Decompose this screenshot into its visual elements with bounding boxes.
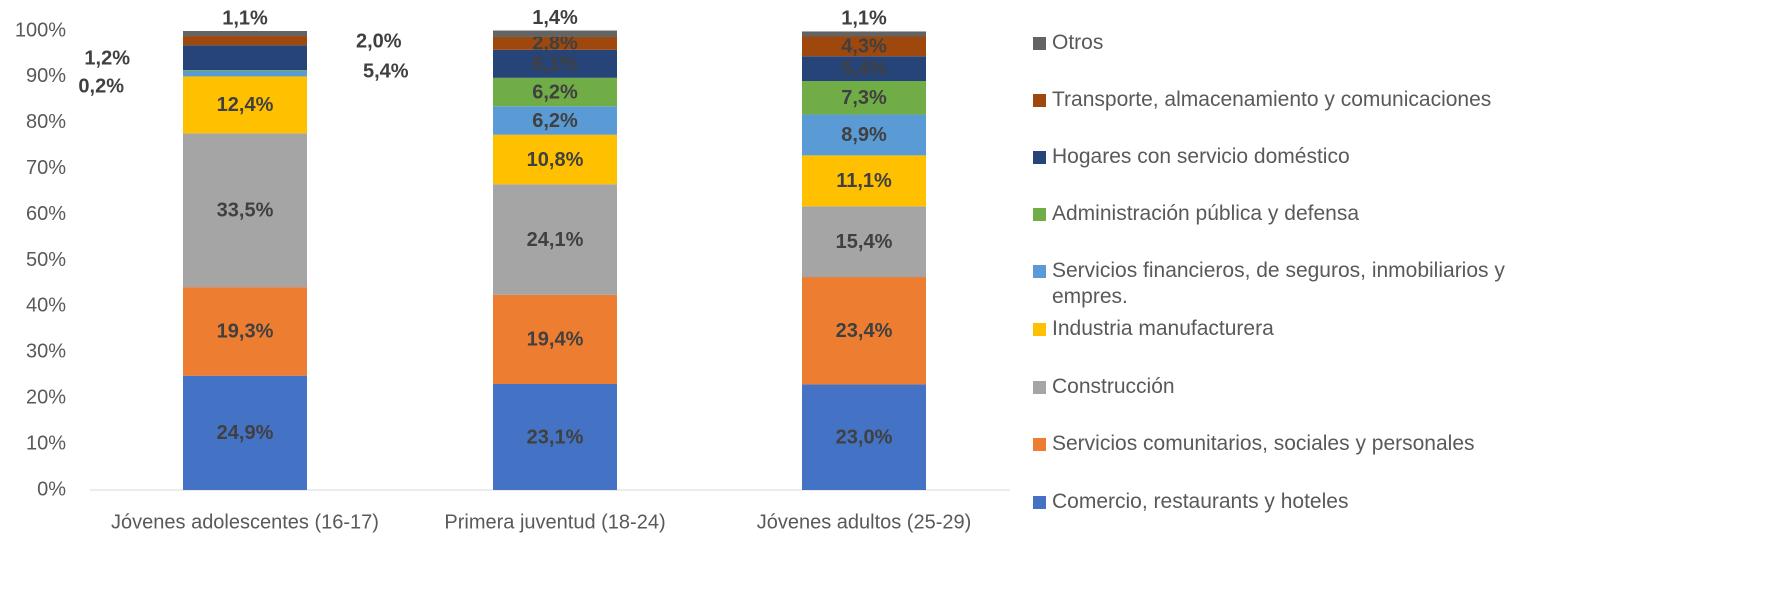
bar-segment [802,81,926,115]
legend-label: Servicios financieros, de seguros, inmob… [1052,259,1505,308]
y-tick-label: 80% [26,111,66,133]
legend-label: Administración pública y defensa [1052,202,1360,225]
bar-segment [493,294,617,384]
data-label: 1,1% [222,7,268,29]
y-tick-label: 40% [26,295,66,317]
data-label: 23,1% [527,426,584,448]
legend-label: Hogares con servicio doméstico [1052,145,1350,168]
bar-segment [183,76,307,134]
bar-segment [802,56,926,82]
data-label: 2,0% [356,30,402,52]
data-label: 4,3% [841,36,887,58]
legend-item: Administración pública y defensa [1033,201,1567,227]
bar-segment [183,70,307,71]
y-tick-label: 70% [26,157,66,179]
legend-swatch [1033,94,1046,107]
data-label: 2,8% [532,33,578,55]
data-label: 1,4% [532,7,578,29]
legend-label: Comercio, restaurants y hoteles [1052,490,1349,513]
legend-swatch [1033,323,1046,336]
legend-swatch [1033,151,1046,164]
data-label: 8,9% [841,124,887,146]
y-tick-label: 0% [37,478,66,500]
legend-item: Otros [1033,30,1567,56]
legend-label: Transporte, almacenamiento y comunicacio… [1052,88,1492,111]
data-label: 0,2% [78,75,124,97]
data-label: 15,4% [836,231,893,253]
legend-item: Transporte, almacenamiento y comunicacio… [1033,87,1567,113]
bar-segment [183,31,307,37]
data-label: 33,5% [217,200,274,222]
bar-segment [493,30,617,37]
legend-label: Industria manufacturera [1052,317,1274,340]
data-label: 19,4% [527,329,584,351]
bar-segment [802,31,926,37]
bar-segment [493,184,617,295]
data-label: 23,0% [836,426,893,448]
data-label: 12,4% [217,94,274,116]
legend-label: Construcción [1052,375,1175,398]
bar-segment [493,106,617,135]
bar-segment [493,77,617,107]
y-tick-label: 20% [26,386,66,408]
bar-segment [493,49,617,78]
data-label: 10,8% [527,149,584,171]
legend-item: Hogares con servicio doméstico [1033,144,1567,170]
data-label: 1,2% [84,47,130,69]
legend-item: Servicios financieros, de seguros, inmob… [1033,258,1567,310]
legend-swatch [1033,381,1046,394]
bar-segment [493,36,617,50]
bar-segment [802,114,926,156]
bar-segment [493,383,617,490]
legend-item: Industria manufacturera [1033,316,1567,342]
y-tick-label: 10% [26,432,66,454]
bar-segment [802,277,926,385]
bar-segment [802,36,926,57]
data-label: 19,3% [217,321,274,343]
legend-swatch [1033,208,1046,221]
data-label: 6,2% [532,110,578,132]
legend-swatch [1033,438,1046,451]
legend-label: Otros [1052,31,1104,54]
data-label: 24,9% [217,422,274,444]
bar-segment [802,155,926,207]
legend-item: Servicios comunitarios, sociales y perso… [1033,431,1567,457]
y-tick-label: 90% [26,65,66,87]
bar-segment [183,287,307,376]
x-tick-label: Primera juventud (18-24) [444,511,665,533]
bar-segment [493,134,617,185]
data-label: 7,3% [841,87,887,109]
y-tick-label: 50% [26,249,66,271]
data-label: 5,4% [841,58,887,80]
data-label: 23,4% [836,320,893,342]
bar-segment [183,133,307,288]
y-tick-label: 60% [26,203,66,225]
data-label: 5,4% [363,60,409,82]
legend-swatch [1033,265,1046,278]
x-tick-label: Jóvenes adolescentes (16-17) [111,511,379,533]
data-label: 6,1% [532,53,578,75]
bar-segment [802,384,926,490]
legend-swatch [1033,496,1046,509]
bar-segment [802,206,926,278]
legend-item: Construcción [1033,374,1567,400]
legend-item: Comercio, restaurants y hoteles [1033,489,1567,515]
data-label: 6,2% [532,81,578,103]
bar-segment [183,375,307,490]
data-label: 24,1% [527,229,584,251]
data-label: 1,1% [841,8,887,30]
y-tick-label: 100% [15,19,66,41]
bar-segment [183,70,307,77]
data-label: 11,1% [836,170,892,192]
y-tick-label: 30% [26,341,66,363]
x-tick-label: Jóvenes adultos (25-29) [757,511,972,533]
bar-segment [183,36,307,46]
bar-segment [183,45,307,71]
legend-swatch [1033,37,1046,50]
legend-label: Servicios comunitarios, sociales y perso… [1052,432,1475,455]
